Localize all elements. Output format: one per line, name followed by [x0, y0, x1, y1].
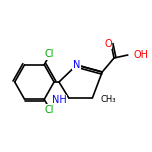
Text: Cl: Cl [44, 105, 54, 115]
Text: Cl: Cl [44, 49, 54, 59]
Text: N: N [73, 60, 80, 70]
Text: OH: OH [134, 50, 149, 60]
Text: CH₃: CH₃ [100, 95, 116, 105]
Text: NH: NH [52, 95, 67, 105]
Text: O: O [104, 39, 112, 49]
